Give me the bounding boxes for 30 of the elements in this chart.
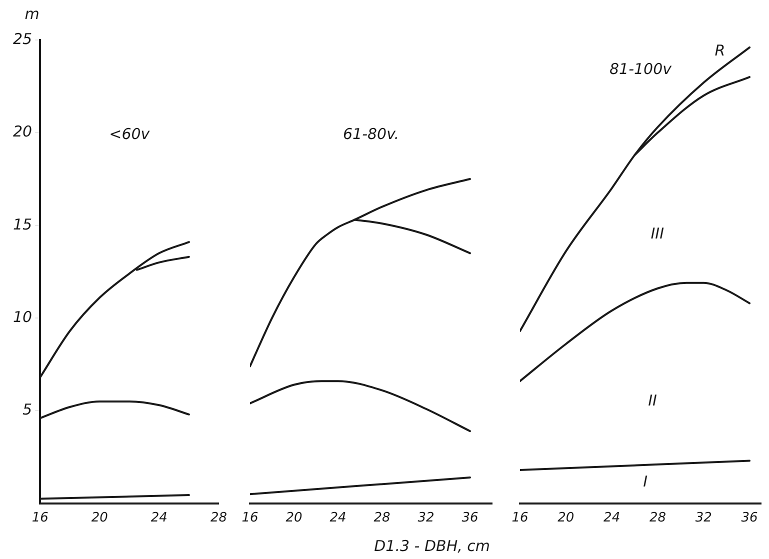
x-tick-label: 32 [418,510,434,526]
x-tick-label: 20 [91,510,108,526]
x-tick-label: 28 [374,510,390,526]
y-axis-title: m [24,4,40,23]
y-tick-label: 20 [12,122,32,141]
text: 81-100v [609,60,673,78]
text: <60v [109,124,151,143]
y-tick-label: 10 [12,308,32,326]
y-tick-label: 25 [12,30,32,48]
y-tick-label: 15 [12,215,32,234]
x-tick-label: 32 [695,510,712,526]
x-tick-label: 16 [512,510,528,526]
x-tick-label: 28 [210,510,227,526]
x-tick-label: 20 [558,510,574,526]
annotation: I [643,472,648,490]
x-axis-title: D1.3 - DBH, cm [374,536,490,555]
x-tick-label: 24 [330,510,346,526]
text: 61-80v. [342,124,400,143]
x-tick-label: 24 [604,510,620,526]
annotation: R [714,41,726,60]
x-tick-label: 36 [462,510,478,526]
x-tick-label: 28 [649,510,666,526]
x-tick-label: 16 [32,510,48,526]
x-tick-label: 20 [286,510,302,526]
x-tick-label: 24 [150,510,168,526]
annotation: II [648,391,658,410]
x-tick-label: 16 [242,510,258,526]
annotation: III [650,224,665,243]
y-tick-label: 5 [22,400,32,419]
x-tick-label: 36 [741,510,758,526]
